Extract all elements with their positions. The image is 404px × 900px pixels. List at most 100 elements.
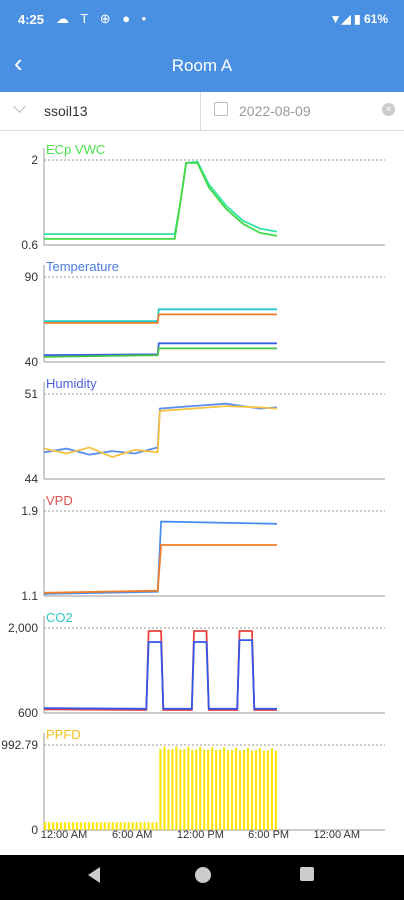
nav-recents-icon[interactable] xyxy=(300,867,314,881)
ppfd-bar xyxy=(159,748,162,830)
ppfd-bar xyxy=(79,822,83,830)
ppfd-bar xyxy=(115,822,118,830)
y-tick-min: 0.6 xyxy=(21,238,38,252)
series-line xyxy=(43,347,277,358)
charts-container: ECp VWC 2 0.6 Temperature 90 40 Humidity 51 44 VP… xyxy=(1,142,385,841)
ppfd-bar xyxy=(59,822,63,830)
y-tick-min: 0 xyxy=(31,823,38,837)
ppfd-bar xyxy=(258,748,262,830)
ppfd-bar xyxy=(234,747,238,830)
ppfd-bar xyxy=(127,822,130,830)
ppfd-bar xyxy=(223,747,226,830)
ppfd-bar xyxy=(246,747,250,830)
chart-title: Temperature xyxy=(46,259,119,274)
ppfd-bar xyxy=(111,822,114,830)
ppfd-bar xyxy=(71,822,75,830)
ppfd-bar xyxy=(131,822,134,830)
ppfd-bar xyxy=(139,822,142,830)
system-nav-bar xyxy=(0,855,404,900)
ppfd-bar xyxy=(179,749,182,830)
chevron-down-icon xyxy=(13,100,26,113)
x-tick-label: 12:00 AM xyxy=(41,829,87,841)
ppfd-bar xyxy=(51,822,55,830)
ppfd-bar xyxy=(207,749,210,830)
x-tick-label: 12:00 PM xyxy=(177,829,224,841)
page-title: Room A xyxy=(171,56,233,75)
y-tick-max: 992.79 xyxy=(1,738,38,752)
y-tick-max: 51 xyxy=(25,387,39,401)
ppfd-bar xyxy=(143,822,146,830)
ppfd-bar xyxy=(215,750,218,830)
ppfd-bar xyxy=(230,749,234,830)
chart-title: ECp VWC xyxy=(46,142,105,157)
y-tick-max: 1.9 xyxy=(21,504,38,518)
series-line xyxy=(43,639,277,710)
ppfd-bar xyxy=(75,822,79,830)
x-tick-label: 12:00 AM xyxy=(314,829,360,841)
ppfd-bar xyxy=(266,750,269,830)
ppfd-bar xyxy=(123,822,126,830)
chart-title: PPFD xyxy=(46,727,81,742)
ppfd-bar xyxy=(227,750,230,830)
ppfd-bar xyxy=(203,749,206,830)
y-tick-min: 44 xyxy=(25,472,39,486)
date-field[interactable]: 2022-08-09 xyxy=(239,103,311,119)
y-tick-min: 40 xyxy=(25,355,39,369)
nav-back-icon[interactable] xyxy=(88,867,100,883)
nav-home-icon[interactable] xyxy=(195,867,211,883)
ppfd-bar xyxy=(44,822,47,830)
ppfd-bar xyxy=(63,822,67,830)
back-arrow-icon[interactable]: ‹ xyxy=(14,48,23,78)
ppfd-bar xyxy=(191,749,194,830)
app-bar: ‹ Room A xyxy=(0,40,404,92)
ppfd-bar xyxy=(155,822,158,830)
ppfd-bar xyxy=(99,822,102,830)
ppfd-bar xyxy=(95,822,98,830)
ppfd-bar xyxy=(167,749,170,830)
status-time: 4:25 xyxy=(18,12,45,27)
y-tick-min: 600 xyxy=(18,706,38,720)
series-line xyxy=(43,630,277,711)
ppfd-bar xyxy=(55,822,59,830)
ppfd-bar xyxy=(254,750,258,830)
sensor-select[interactable]: ssoil13 xyxy=(0,92,201,130)
ppfd-bar xyxy=(242,750,246,830)
chart-title: VPD xyxy=(46,493,73,508)
ppfd-bar xyxy=(195,749,198,830)
y-tick-min: 1.1 xyxy=(21,589,38,603)
ppfd-bar xyxy=(151,822,154,830)
ppfd-bar xyxy=(83,822,86,830)
ppfd-bar xyxy=(67,822,71,830)
y-tick-max: 90 xyxy=(25,270,39,284)
ppfd-bar xyxy=(199,747,202,830)
sensor-select-value: ssoil13 xyxy=(44,103,88,119)
ppfd-bar xyxy=(175,746,178,830)
ppfd-bar xyxy=(103,822,106,830)
series-line xyxy=(44,162,278,240)
ppfd-bar xyxy=(163,746,166,830)
ppfd-bar xyxy=(183,749,186,830)
ppfd-bar xyxy=(107,822,110,830)
status-icons: ☁ T ⊕ ● • xyxy=(56,11,151,26)
status-battery: ▼◢ ▮ 61% xyxy=(329,12,388,26)
ppfd-bar xyxy=(262,750,266,830)
ppfd-bar xyxy=(135,822,138,830)
status-bar: 4:25 ☁ T ⊕ ● • ▼◢ ▮ 61% xyxy=(0,0,404,40)
ppfd-bar xyxy=(47,822,51,830)
ppfd-bar xyxy=(238,750,242,830)
ppfd-bar xyxy=(171,749,174,830)
chart-title: CO2 xyxy=(46,610,73,625)
ppfd-bar xyxy=(211,747,214,830)
clear-icon[interactable]: × xyxy=(382,103,395,116)
filter-bar: ssoil13 2022-08-09 × xyxy=(0,92,404,131)
series-line xyxy=(43,544,277,594)
chart-title: Humidity xyxy=(46,376,97,391)
y-tick-max: 2 xyxy=(31,153,38,167)
x-tick-label: 6:00 PM xyxy=(248,829,289,841)
ppfd-bar xyxy=(119,822,122,830)
ppfd-bar xyxy=(187,746,190,830)
ppfd-bar xyxy=(270,748,273,830)
series-line xyxy=(43,405,278,459)
ppfd-bar xyxy=(91,822,94,830)
series-line xyxy=(44,313,277,324)
